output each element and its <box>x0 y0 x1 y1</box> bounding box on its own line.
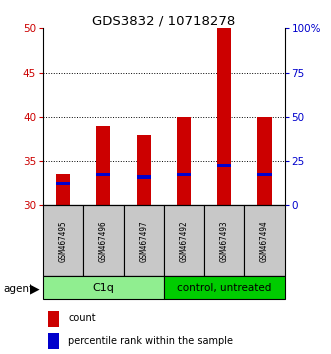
Bar <box>258 117 271 205</box>
Bar <box>177 117 191 205</box>
Text: GSM467497: GSM467497 <box>139 220 148 262</box>
Bar <box>48 333 59 349</box>
Text: ▶: ▶ <box>30 283 40 296</box>
Text: GSM467494: GSM467494 <box>260 220 269 262</box>
Bar <box>43 205 83 276</box>
Text: GSM467496: GSM467496 <box>99 220 108 262</box>
Bar <box>137 176 151 178</box>
Text: C1q: C1q <box>92 282 115 293</box>
Bar <box>217 164 231 167</box>
Bar <box>164 276 285 299</box>
Title: GDS3832 / 10718278: GDS3832 / 10718278 <box>92 14 235 27</box>
Bar <box>83 205 123 276</box>
Bar <box>258 173 271 176</box>
Bar <box>137 135 151 205</box>
Bar <box>123 205 164 276</box>
Text: control, untreated: control, untreated <box>177 282 271 293</box>
Bar <box>204 205 244 276</box>
Bar <box>177 173 191 176</box>
Bar <box>48 311 59 327</box>
Bar <box>43 276 164 299</box>
Text: GSM467492: GSM467492 <box>179 220 188 262</box>
Bar <box>164 205 204 276</box>
Bar <box>217 28 231 205</box>
Bar <box>56 182 70 185</box>
Text: agent: agent <box>3 284 33 294</box>
Text: GSM467495: GSM467495 <box>59 220 68 262</box>
Bar <box>96 126 111 205</box>
Text: GSM467493: GSM467493 <box>220 220 229 262</box>
Text: count: count <box>68 313 96 323</box>
Text: percentile rank within the sample: percentile rank within the sample <box>68 336 233 346</box>
Bar <box>244 205 285 276</box>
Bar <box>96 173 111 176</box>
Bar <box>56 174 70 205</box>
